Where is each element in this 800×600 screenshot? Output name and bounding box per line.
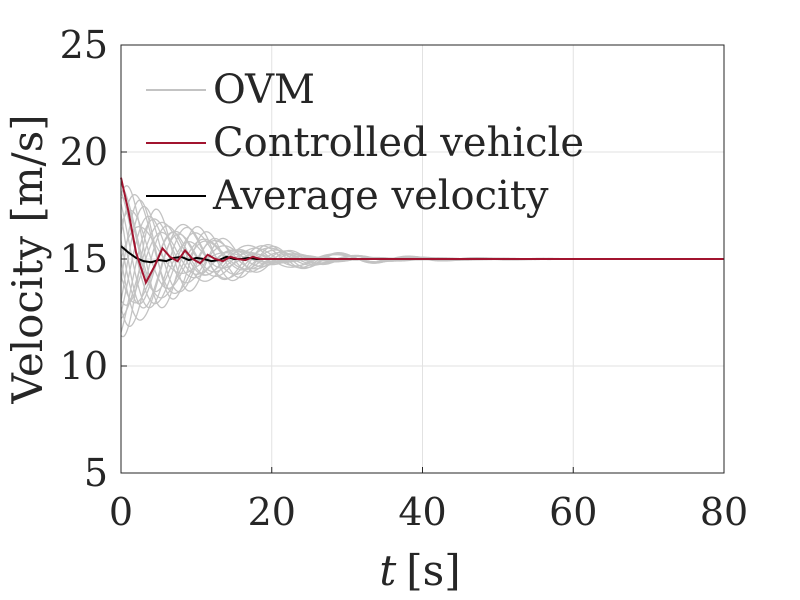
- legend-label-controlled: Controlled vehicle: [213, 120, 584, 166]
- x-tick-label: 20: [248, 490, 296, 534]
- x-axis-unit: [s]: [406, 546, 460, 595]
- legend-label-average: Average velocity: [212, 173, 549, 219]
- controlled-vehicle-line: [120, 177, 724, 286]
- y-tick-label: 10: [60, 344, 108, 388]
- y-tick-label: 25: [60, 23, 108, 67]
- x-tick-label: 60: [549, 490, 597, 534]
- legend: OVM Controlled vehicle Average velocity: [146, 67, 584, 219]
- y-tick-label: 15: [60, 237, 108, 281]
- legend-label-ovm: OVM: [213, 67, 315, 113]
- x-tick-label: 80: [700, 490, 748, 534]
- x-tick-label: 40: [398, 490, 446, 534]
- x-tick-label: 0: [109, 490, 133, 534]
- x-axis-label: t [s]: [379, 546, 460, 595]
- tick-labels: 0 20 40 60 80 5 10 15 20 25: [60, 23, 749, 534]
- x-axis-variable: t: [379, 546, 396, 595]
- y-tick-label: 5: [84, 451, 108, 495]
- y-axis-label: Velocity [m/s]: [3, 114, 52, 404]
- y-tick-label: 20: [60, 130, 108, 174]
- series-lines: [120, 177, 724, 286]
